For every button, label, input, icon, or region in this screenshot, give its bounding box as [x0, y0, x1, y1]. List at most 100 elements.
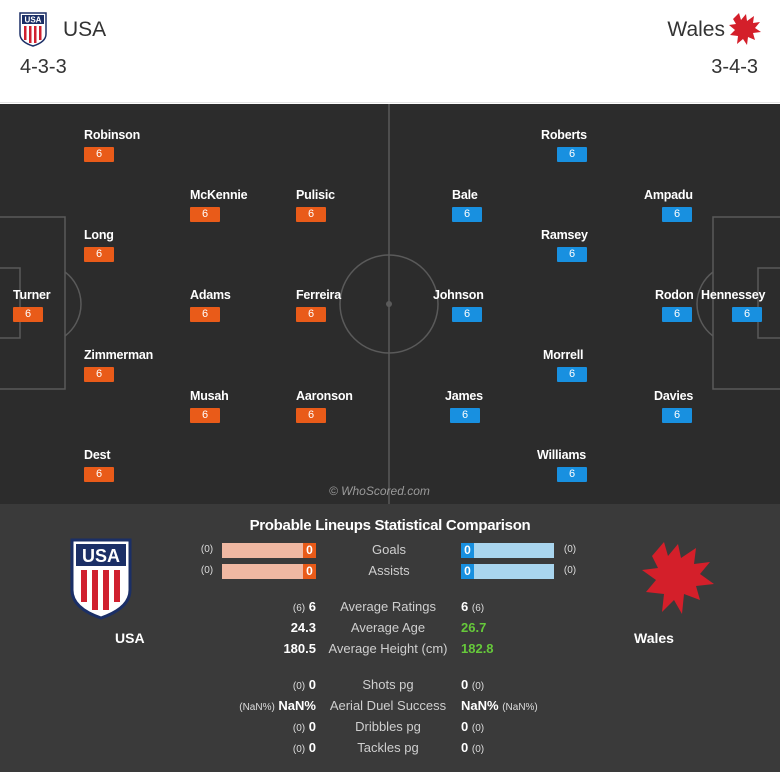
player-home-zimmerman[interactable]: Zimmerman 6 [84, 348, 153, 382]
player-home-aaronson[interactable]: Aaronson 6 [296, 389, 353, 423]
stat-label: Aerial Duel Success [329, 698, 447, 713]
stat-label: Average Ratings [340, 599, 436, 614]
player-name: Pulisic [296, 188, 335, 202]
lineup-comparison: Probable Lineups Statistical Comparison … [0, 504, 780, 772]
player-home-robinson[interactable]: Robinson 6 [84, 128, 140, 162]
home-stat-value: (6) 6 [292, 599, 316, 614]
stat-row-average-height: 180.5 Average Height (cm) 182.8 [0, 641, 780, 659]
player-name: Davies [654, 389, 694, 403]
stat-label: Average Age [350, 620, 426, 635]
home-goals-value: 0 [303, 543, 316, 558]
player-name: Turner [13, 288, 51, 302]
home-formation: 4-3-3 [20, 56, 67, 78]
player-away-johnson[interactable]: Johnson 6 [433, 288, 484, 322]
player-name: Zimmerman [84, 348, 154, 362]
player-rating: 6 [190, 408, 220, 423]
away-stat-value: NaN% (NaN%) [461, 698, 538, 713]
player-away-ramsey[interactable]: Ramsey 6 [541, 228, 588, 262]
player-away-davies[interactable]: Davies 6 [654, 389, 693, 423]
player-home-turner[interactable]: Turner 6 [13, 288, 51, 322]
player-rating: 6 [662, 408, 692, 423]
home-stat-value: (0) 0 [292, 719, 316, 734]
player-name: Morrell [543, 348, 584, 362]
stat-label: Shots pg [362, 677, 414, 692]
stat-label: Goals [372, 542, 406, 557]
player-rating: 6 [557, 247, 587, 262]
player-rating: 6 [557, 467, 587, 482]
player-rating: 6 [13, 307, 43, 322]
away-stat-value: 6 (6) [461, 599, 485, 614]
home-team-label: USA [115, 630, 145, 646]
player-home-musah[interactable]: Musah 6 [190, 389, 229, 423]
player-away-bale[interactable]: Bale 6 [452, 188, 482, 222]
player-name: McKennie [190, 188, 248, 202]
away-team-label: Wales [634, 630, 674, 646]
usa-crest-icon: USA [19, 12, 47, 47]
pitch: Robinson 6 McKennie 6 Pulisic 6 Long 6 T… [0, 104, 780, 504]
player-name: James [445, 389, 483, 403]
home-stat-value: (0) 0 [292, 677, 316, 692]
player-home-adams[interactable]: Adams 6 [190, 288, 231, 322]
player-away-williams[interactable]: Williams 6 [537, 448, 587, 482]
player-rating: 6 [662, 307, 692, 322]
away-stat-value: 0 (0) [461, 677, 485, 692]
player-home-pulisic[interactable]: Pulisic 6 [296, 188, 335, 222]
player-name: Bale [452, 188, 478, 202]
player-name: Ampadu [644, 188, 693, 202]
player-away-james[interactable]: James 6 [445, 389, 483, 423]
away-team-name[interactable]: Wales [667, 18, 725, 41]
player-home-mckennie[interactable]: McKennie 6 [190, 188, 248, 222]
player-name: Johnson [433, 288, 484, 302]
away-goals-bar: 0 [461, 543, 554, 558]
player-name: Adams [190, 288, 231, 302]
home-team-name[interactable]: USA [63, 18, 107, 41]
stat-row-shots: (0) 0 Shots pg 0 (0) [0, 677, 780, 695]
player-away-hennessey[interactable]: Hennessey 6 [701, 288, 765, 322]
player-home-ferreira[interactable]: Ferreira 6 [296, 288, 341, 322]
stat-label: Tackles pg [357, 740, 419, 755]
comparison-title: Probable Lineups Statistical Comparison [249, 517, 531, 534]
stat-row-dribbles: (0) 0 Dribbles pg 0 (0) [0, 719, 780, 737]
player-name: Long [84, 228, 114, 242]
player-rating: 6 [190, 307, 220, 322]
home-stat-value: (0) 0 [292, 740, 316, 755]
player-rating: 6 [84, 247, 114, 262]
home-goals-bar: 0 [222, 543, 316, 558]
player-away-roberts[interactable]: Roberts 6 [541, 128, 587, 162]
away-stat-value: 182.8 [461, 641, 494, 656]
player-name: Ferreira [296, 288, 341, 302]
player-away-ampadu[interactable]: Ampadu 6 [644, 188, 693, 222]
player-rating: 6 [296, 307, 326, 322]
away-assists-bar: 0 [461, 564, 554, 579]
player-name: Rodon [655, 288, 694, 302]
away-goals-value: 0 [461, 543, 474, 558]
home-stat-value: 180.5 [283, 641, 316, 656]
stat-row-assists: (0) 0 Assists 0 (0) [0, 563, 780, 581]
player-away-rodon[interactable]: Rodon 6 [655, 288, 694, 322]
home-assists-paren: (0) [200, 565, 214, 576]
player-away-morrell[interactable]: Morrell 6 [543, 348, 587, 382]
player-name: Musah [190, 389, 229, 403]
player-name: Williams [537, 448, 586, 462]
stat-label: Average Height (cm) [328, 641, 448, 656]
player-rating: 6 [84, 467, 114, 482]
player-rating: 6 [557, 367, 587, 382]
player-name: Hennessey [701, 288, 766, 302]
away-stat-value: 26.7 [461, 620, 487, 635]
player-name: Dest [84, 448, 111, 462]
player-home-dest[interactable]: Dest 6 [84, 448, 114, 482]
away-assists-value: 0 [461, 564, 474, 579]
player-rating: 6 [84, 147, 114, 162]
stat-row-average-age: 24.3 Average Age 26.7 [0, 620, 780, 638]
stat-row-aerial-duel: (NaN%) NaN% Aerial Duel Success NaN% (Na… [0, 698, 780, 716]
player-name: Roberts [541, 128, 587, 142]
wales-dragon-icon [729, 13, 761, 45]
home-goals-paren: (0) [200, 544, 214, 555]
stat-row-goals: (0) 0 Goals 0 (0) [0, 542, 780, 560]
whoscored-watermark: © WhoScored.com [329, 484, 430, 498]
home-stat-value: (NaN%) NaN% [239, 698, 316, 713]
away-assists-paren: (0) [563, 565, 577, 576]
player-home-long[interactable]: Long 6 [84, 228, 114, 262]
player-rating: 6 [452, 207, 482, 222]
stat-label: Dribbles pg [355, 719, 421, 734]
